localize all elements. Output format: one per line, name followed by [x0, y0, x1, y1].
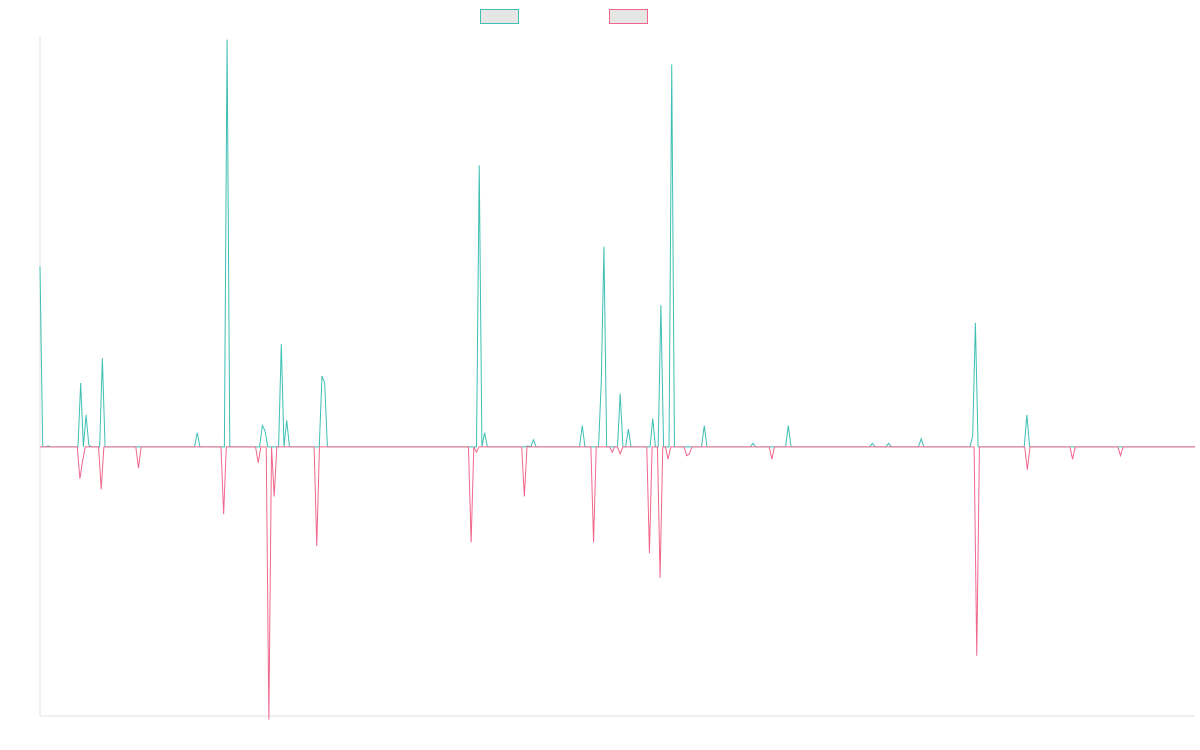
legend-swatch-series-1	[480, 9, 519, 24]
legend-item-series-2[interactable]	[609, 9, 654, 24]
legend-swatch-series-2	[609, 9, 648, 24]
legend	[480, 9, 654, 24]
series-2-line	[40, 446, 1195, 720]
series-1-line	[39, 39, 1195, 448]
legend-item-series-1[interactable]	[480, 9, 525, 24]
